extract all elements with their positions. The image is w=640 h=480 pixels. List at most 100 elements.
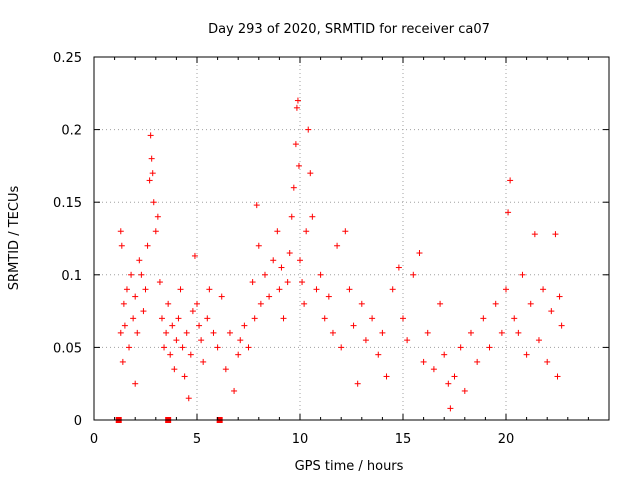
data-point [309, 213, 316, 220]
x-tick-label: 20 [498, 432, 515, 447]
data-point [338, 344, 345, 351]
data-point [274, 228, 281, 235]
data-point [154, 213, 161, 220]
data-point [467, 329, 474, 336]
data-point [350, 322, 357, 329]
data-point [379, 329, 386, 336]
x-tick-label: 10 [292, 432, 309, 447]
data-point [189, 308, 196, 315]
plot-frame [93, 56, 610, 421]
data-point [218, 293, 225, 300]
y-tick-label: 0.1 [61, 269, 82, 284]
data-point [171, 366, 178, 373]
data-point [196, 322, 203, 329]
data-point [540, 286, 547, 293]
data-point [167, 351, 174, 358]
data-point [383, 373, 390, 380]
data-point [226, 329, 233, 336]
data-point [118, 242, 125, 249]
data-point [290, 184, 297, 191]
data-point [237, 337, 244, 344]
x-axis-label: GPS time / hours [295, 459, 404, 474]
x-tick-label: 0 [90, 432, 98, 447]
x-tick-label: 15 [395, 432, 412, 447]
data-point [169, 322, 176, 329]
data-point [511, 315, 518, 322]
data-point [255, 242, 262, 249]
y-tick-label: 0.05 [53, 341, 82, 356]
data-point [191, 252, 198, 259]
data-point [117, 228, 124, 235]
data-point [416, 250, 423, 257]
data-point [461, 387, 468, 394]
data-point [437, 300, 444, 307]
data-point [179, 344, 186, 351]
data-point [183, 329, 190, 336]
data-point [148, 155, 155, 162]
data-point [527, 300, 534, 307]
data-point [132, 380, 139, 387]
data-point [117, 329, 124, 336]
data-point [257, 300, 264, 307]
data-point [204, 315, 211, 322]
data-point [342, 228, 349, 235]
data-point [420, 358, 427, 365]
data-point [222, 366, 229, 373]
data-point [369, 315, 376, 322]
data-point [445, 380, 452, 387]
data-point [120, 300, 127, 307]
data-point [200, 358, 207, 365]
axis-ticks: 0 5 10 15 20 0 0.05 0.1 0.15 0.2 0.25 [53, 51, 610, 447]
data-point [284, 279, 291, 286]
data-point [535, 337, 542, 344]
data-point [251, 315, 258, 322]
data-point [134, 329, 141, 336]
data-point [305, 126, 312, 133]
data-point [185, 395, 192, 402]
data-point [152, 228, 159, 235]
data-point [544, 358, 551, 365]
data-point [548, 308, 555, 315]
data-point [486, 344, 493, 351]
data-point [313, 286, 320, 293]
data-point [140, 308, 147, 315]
data-point [245, 344, 252, 351]
data-point [241, 322, 248, 329]
data-point [321, 315, 328, 322]
data-point [410, 271, 417, 278]
data-point [358, 300, 365, 307]
data-point [492, 300, 499, 307]
data-point [507, 177, 514, 184]
data-point [210, 329, 217, 336]
data-point [480, 315, 487, 322]
data-point [126, 344, 133, 351]
data-point [249, 279, 256, 286]
data-point [270, 257, 277, 264]
data-point [147, 132, 154, 139]
grid-lines [93, 57, 609, 420]
data-point [163, 329, 170, 336]
data-point [317, 271, 324, 278]
data-point [346, 286, 353, 293]
data-point [451, 373, 458, 380]
data-point [177, 286, 184, 293]
data-point [253, 202, 260, 209]
data-point [307, 170, 314, 177]
data-point [214, 344, 221, 351]
data-point [400, 315, 406, 322]
data-point [424, 329, 431, 336]
data-point [441, 351, 448, 358]
data-point [430, 366, 437, 373]
data-point [194, 300, 200, 307]
data-point [206, 286, 213, 293]
data-point [297, 257, 303, 264]
data-point [119, 358, 126, 365]
data-point [187, 351, 194, 358]
data-point [389, 286, 396, 293]
data-point [146, 177, 153, 184]
data-point [158, 315, 165, 322]
data-point [519, 271, 526, 278]
data-point [280, 315, 287, 322]
data-point [474, 358, 481, 365]
